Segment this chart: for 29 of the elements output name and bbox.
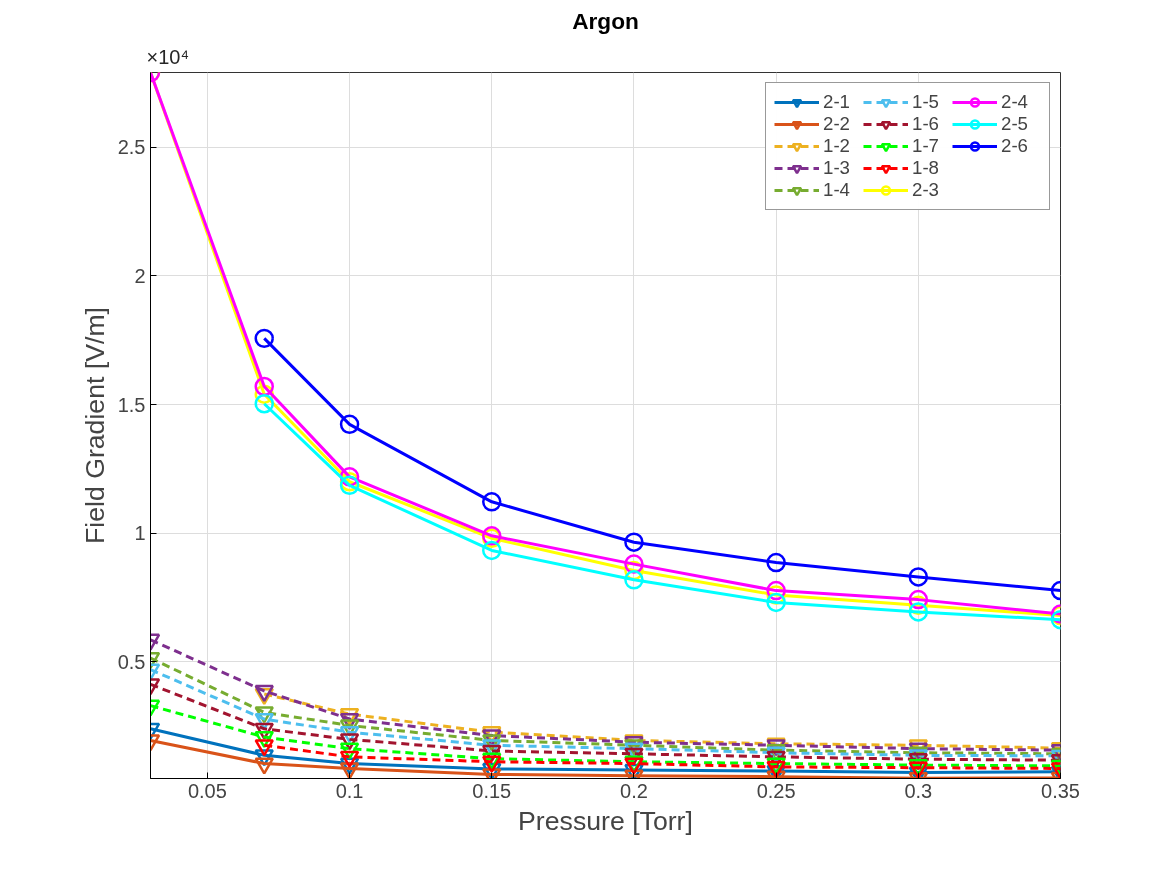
y-tick-label: 2.5 bbox=[117, 136, 146, 159]
x-tick-label: 0.35 bbox=[1041, 779, 1080, 802]
y-tick-label: 1 bbox=[134, 522, 146, 545]
chart-title: Argon bbox=[572, 7, 639, 34]
y-tick-label: 1.5 bbox=[117, 393, 146, 416]
legend-label: 1-6 bbox=[912, 113, 940, 135]
x-tick-label: 0.05 bbox=[187, 779, 227, 802]
legend-label: 1-5 bbox=[912, 91, 940, 113]
legend-label: 1-2 bbox=[823, 135, 851, 157]
legend-label: 1-7 bbox=[912, 135, 940, 157]
x-tick-label: 0.25 bbox=[756, 779, 796, 802]
legend-label: 2-3 bbox=[912, 179, 940, 201]
y-tick-label: 0.5 bbox=[117, 650, 146, 673]
x-tick-label: 0.2 bbox=[620, 779, 648, 802]
y-axis-title: Field Gradient [V/m] bbox=[79, 306, 110, 545]
text: ×10⁴ bbox=[146, 45, 190, 68]
legend-label: 2-1 bbox=[823, 91, 851, 113]
legend-label: 1-4 bbox=[823, 179, 851, 201]
x-tick-label: 0.3 bbox=[904, 779, 933, 802]
legend-label: 1-8 bbox=[912, 157, 940, 179]
legend-label: 1-3 bbox=[823, 157, 851, 179]
legend-label: 2-4 bbox=[1001, 91, 1029, 113]
legend-label: 2-6 bbox=[1001, 135, 1029, 157]
x-axis-title: Pressure [Torr] bbox=[518, 805, 693, 836]
y-tick-label: 2 bbox=[134, 264, 146, 287]
legend-label: 2-2 bbox=[823, 113, 851, 135]
x-tick-label: 0.15 bbox=[472, 779, 512, 802]
x-tick-label: 0.1 bbox=[335, 779, 364, 802]
legend-label: 2-5 bbox=[1001, 113, 1029, 135]
